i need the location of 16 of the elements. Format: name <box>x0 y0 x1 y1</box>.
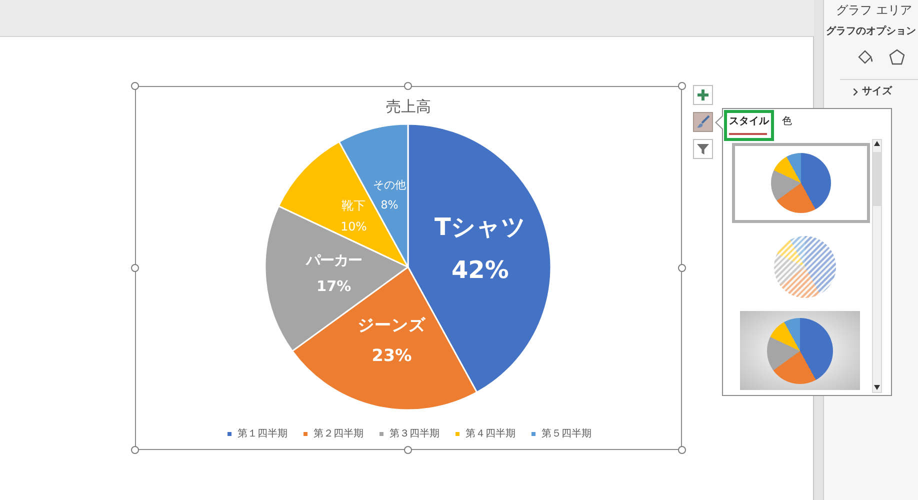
legend-label: 第２四半期 <box>314 428 364 440</box>
text: サイズ <box>862 86 892 97</box>
chart-title: 売上高 <box>386 98 431 116</box>
data-label: 靴下 10% <box>340 198 367 234</box>
text: グラフ エリア <box>836 3 912 17</box>
data-label: その他 8% <box>372 178 406 212</box>
legend-label: 第１四半期 <box>238 428 288 440</box>
text: 色 <box>782 116 792 127</box>
data-label: Tシャツ 42% <box>434 212 526 284</box>
data-label: パーカー 17% <box>304 252 362 296</box>
legend-label: 第３四半期 <box>390 428 440 440</box>
data-label: ジーンズ 23% <box>358 314 427 365</box>
legend-label: 第５四半期 <box>542 428 592 440</box>
text: スタイル <box>729 116 769 127</box>
legend-label: 第４四半期 <box>466 428 516 440</box>
text: グラフのオプション <box>826 26 916 37</box>
